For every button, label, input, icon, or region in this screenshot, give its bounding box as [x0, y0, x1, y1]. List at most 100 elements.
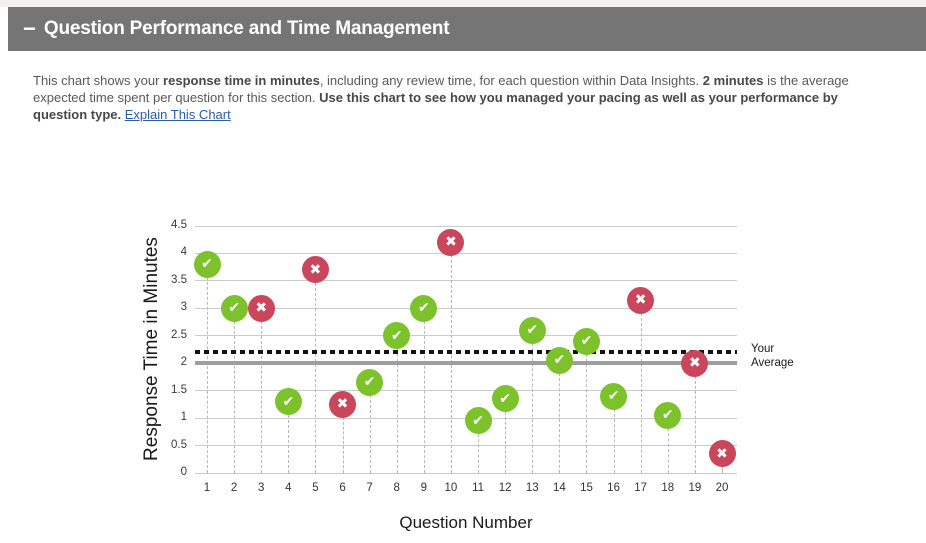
section-title: Question Performance and Time Management — [43, 18, 450, 39]
drop-line — [640, 313, 642, 473]
drop-line — [478, 433, 480, 473]
marker-q6-incorrect: ✖ — [329, 390, 357, 418]
marker-q7-correct: ✔ — [356, 368, 384, 396]
y-tick-label: 4.5 — [171, 219, 187, 231]
x-tick-label: 14 — [552, 482, 566, 494]
marker-q13-correct: ✔ — [518, 316, 546, 344]
check-icon: ✔ — [661, 407, 674, 424]
marker-q5-incorrect: ✖ — [301, 256, 329, 284]
y-tick-label: 4 — [180, 246, 187, 259]
your-average-label: Your Average — [751, 343, 794, 369]
x-tick-label: 8 — [393, 482, 400, 494]
check-icon: ✔ — [553, 352, 566, 369]
check-icon: ✔ — [417, 300, 430, 317]
drop-line — [613, 409, 615, 473]
marker-q11-correct: ✔ — [464, 407, 492, 435]
x-tick-label: 12 — [498, 482, 512, 494]
drop-line — [342, 417, 344, 473]
your-average-line — [195, 350, 737, 355]
x-icon: ✖ — [309, 261, 322, 278]
section-header[interactable]: − Question Performance and Time Manageme… — [8, 7, 926, 51]
x-icon: ✖ — [255, 300, 268, 317]
x-tick-label: 16 — [607, 482, 620, 494]
drop-line — [288, 414, 290, 473]
check-icon: ✔ — [228, 300, 240, 317]
x-tick-label: 4 — [285, 482, 292, 494]
x-tick-label: 2 — [230, 482, 238, 494]
y-tick-label: 0 — [180, 466, 187, 478]
marker-q19-incorrect: ✖ — [681, 349, 709, 377]
drop-line — [667, 428, 669, 473]
drop-line — [532, 343, 534, 473]
x-icon: ✖ — [716, 445, 728, 462]
gridline — [195, 307, 737, 309]
gridline — [195, 335, 737, 337]
gridline — [195, 225, 737, 227]
drop-line — [722, 466, 723, 473]
x-tick-label: 20 — [715, 482, 729, 494]
x-tick-label: 11 — [472, 482, 485, 494]
y-tick-label: 3.5 — [171, 273, 187, 286]
x-tick-label: 9 — [420, 482, 428, 494]
page-top-strip — [0, 0, 926, 7]
drop-line — [505, 411, 507, 473]
marker-q4-correct: ✔ — [274, 388, 302, 416]
marker-q20-incorrect: ✖ — [708, 440, 736, 468]
drop-line — [694, 376, 696, 473]
collapse-icon[interactable]: − — [23, 16, 36, 41]
drop-line — [586, 354, 588, 473]
x-tick-label: 18 — [661, 482, 675, 494]
y-tick-label: 2.5 — [171, 328, 187, 341]
response-time-chart: Response Time in Minutes Question Number… — [0, 160, 926, 543]
x-tick-label: 17 — [634, 482, 648, 494]
check-icon: ✔ — [580, 333, 593, 350]
drop-line — [369, 395, 371, 473]
description-bold-text: 2 minutes — [702, 73, 764, 88]
marker-q3-incorrect: ✖ — [247, 294, 275, 322]
gridline — [195, 472, 737, 474]
drop-line — [396, 348, 398, 473]
expected-time-line — [195, 361, 737, 366]
marker-q9-correct: ✔ — [410, 294, 438, 322]
drop-line — [315, 282, 317, 473]
x-icon: ✖ — [336, 396, 349, 413]
gridline — [195, 252, 737, 254]
check-icon: ✔ — [472, 412, 484, 429]
gridline — [195, 445, 737, 447]
description-text: This chart shows your — [33, 73, 164, 88]
x-tick-label: 19 — [688, 482, 702, 494]
x-icon: ✖ — [634, 292, 647, 309]
gridline — [195, 390, 737, 392]
explain-this-chart-link[interactable]: Explain This Chart — [124, 107, 231, 122]
description-text: , including any review time, for each qu… — [319, 73, 703, 88]
y-tick-label: 2 — [180, 356, 187, 369]
marker-q12-correct: ✔ — [491, 385, 519, 413]
x-tick-label: 5 — [312, 482, 319, 494]
marker-q10-incorrect: ✖ — [437, 228, 465, 256]
y-tick-label: 1 — [180, 411, 187, 424]
x-icon: ✖ — [445, 234, 457, 251]
x-tick-label: 3 — [258, 482, 265, 494]
marker-q8-correct: ✔ — [383, 322, 411, 350]
x-tick-label: 15 — [580, 482, 593, 494]
check-icon: ✔ — [390, 327, 403, 344]
marker-q18-correct: ✔ — [654, 401, 682, 429]
check-icon: ✔ — [499, 390, 512, 407]
drop-line — [559, 373, 561, 473]
x-tick-label: 1 — [203, 482, 211, 494]
marker-q17-incorrect: ✖ — [627, 286, 655, 314]
chart-description: This chart shows your response time in m… — [33, 72, 878, 123]
description-text: is the average expected time spent per q… — [33, 73, 849, 105]
x-icon: ✖ — [689, 355, 701, 372]
check-icon: ✔ — [201, 256, 213, 273]
y-tick-label: 3 — [180, 301, 187, 314]
x-tick-label: 6 — [339, 482, 346, 494]
check-icon: ✔ — [607, 388, 620, 405]
description-bold-text: Use this chart to see how you managed yo… — [33, 90, 838, 122]
y-tick-label: 0.5 — [171, 438, 187, 451]
x-tick-label: 7 — [366, 482, 373, 494]
y-axis-title: Response Time in Minutes — [141, 237, 162, 461]
drop-line — [207, 277, 208, 473]
drop-line — [234, 321, 236, 473]
